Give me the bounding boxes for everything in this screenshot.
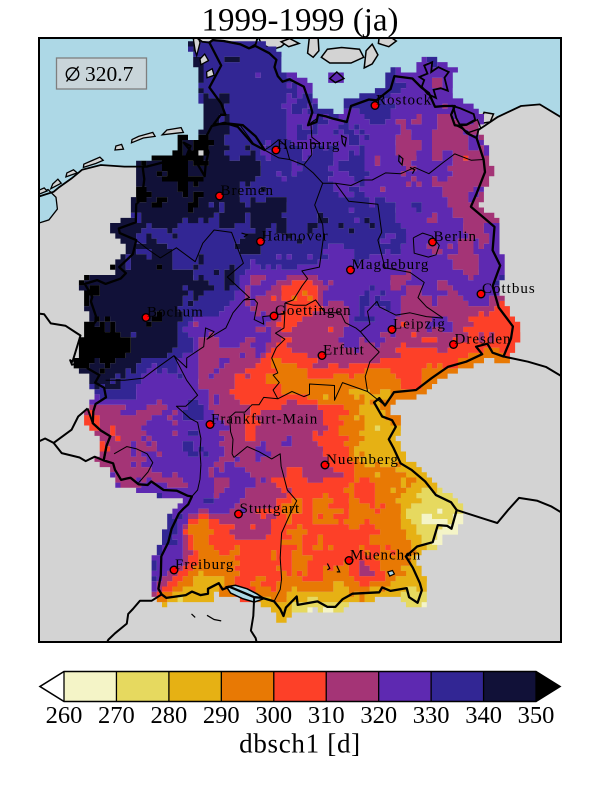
svg-text:Erfurt: Erfurt [323, 343, 365, 359]
svg-text:dbsch1 [d]: dbsch1 [d] [239, 729, 361, 759]
svg-text:Bochum: Bochum [147, 305, 204, 321]
svg-text:Magdeburg: Magdeburg [352, 257, 430, 273]
svg-text:Berlin: Berlin [434, 229, 478, 245]
svg-text:Goettingen: Goettingen [275, 303, 352, 319]
svg-text:Muenchen: Muenchen [350, 548, 421, 564]
svg-text:340: 340 [465, 702, 502, 729]
svg-text:320.7: 320.7 [85, 62, 134, 86]
svg-text:1999-1999 (ja): 1999-1999 (ja) [201, 3, 398, 39]
svg-text:260: 260 [46, 702, 83, 729]
svg-text:280: 280 [151, 702, 188, 729]
svg-text:Stuttgart: Stuttgart [240, 501, 301, 517]
svg-text:Frankfurt-Main: Frankfurt-Main [211, 412, 318, 428]
svg-text:Freiburg: Freiburg [175, 557, 234, 573]
svg-text:350: 350 [518, 702, 555, 729]
svg-text:Nuernberg: Nuernberg [326, 452, 399, 468]
svg-text:310: 310 [308, 702, 345, 729]
svg-text:300: 300 [255, 702, 292, 729]
svg-text:Dresden: Dresden [455, 332, 512, 348]
svg-text:Rostock: Rostock [376, 93, 432, 109]
svg-text:Hamburg: Hamburg [277, 137, 340, 153]
svg-text:270: 270 [98, 702, 135, 729]
svg-text:Leipzig: Leipzig [393, 317, 446, 333]
svg-text:290: 290 [203, 702, 240, 729]
svg-text:Cottbus: Cottbus [482, 281, 536, 297]
svg-text:Hannover: Hannover [262, 229, 329, 245]
svg-text:330: 330 [413, 702, 450, 729]
svg-text:Bremen: Bremen [221, 183, 274, 199]
svg-text:320: 320 [360, 702, 397, 729]
